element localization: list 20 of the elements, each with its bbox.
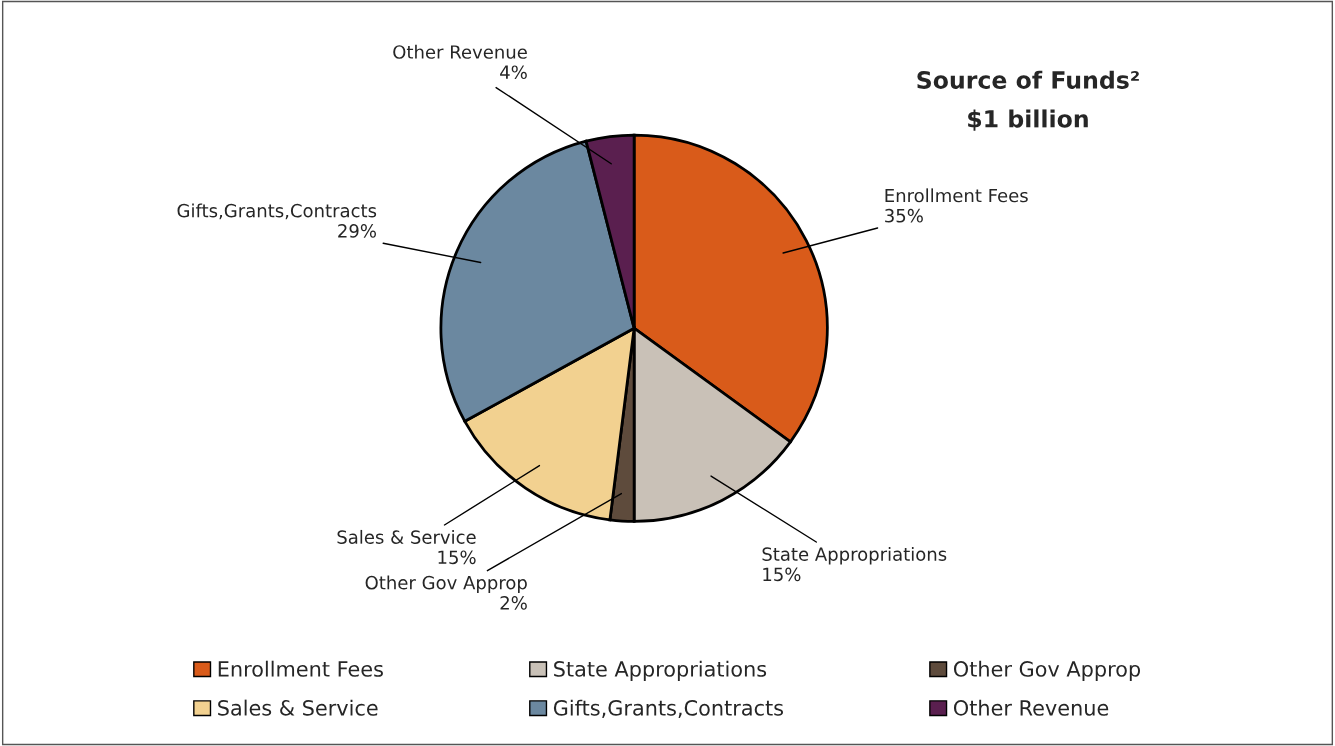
data-label: 15% xyxy=(763,567,801,582)
slice-label: Sales & Service xyxy=(337,529,476,544)
slice-label: Other Gov Approp xyxy=(365,575,527,593)
slice-label: Enrollment Fees xyxy=(885,188,1028,203)
slice-label: Other Revenue xyxy=(393,44,527,59)
data-label: 35% xyxy=(885,208,923,223)
slice-label: State Appropriations xyxy=(762,546,947,565)
text: Source of Funds² xyxy=(917,70,1139,89)
legend-label: State Appropriations xyxy=(554,660,767,681)
data-label: 2% xyxy=(500,596,527,610)
data-label: 29% xyxy=(338,224,376,238)
slice-label: Gifts,Grants,Contracts xyxy=(177,203,377,220)
data-label: 4% xyxy=(500,65,527,80)
legend-label: Enrollment Fees xyxy=(218,660,383,677)
text: $1 billion xyxy=(968,109,1088,131)
legend-label: Other Revenue xyxy=(953,699,1109,716)
data-label: 15% xyxy=(438,550,476,565)
legend-label: Other Gov Approp xyxy=(953,660,1141,681)
legend-label: Gifts,Grants,Contracts xyxy=(553,699,784,718)
legend-label: Sales & Service xyxy=(218,699,378,716)
